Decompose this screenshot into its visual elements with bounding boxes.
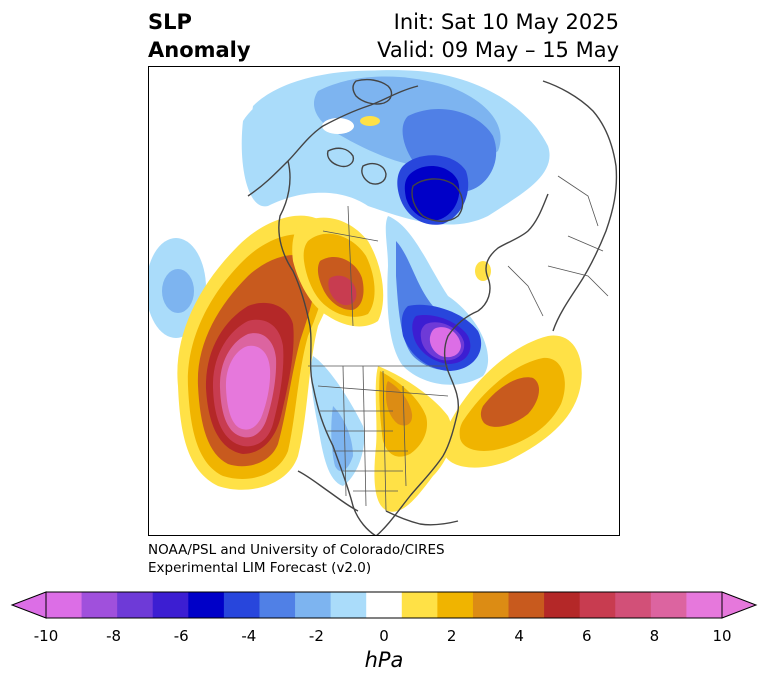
positive-anomaly-ne-pacific: [177, 215, 339, 490]
colorbar-segment: [259, 592, 296, 618]
colorbar-tick-label: -4: [241, 627, 257, 645]
colorbar-segment: [686, 592, 723, 618]
map-border: [148, 66, 620, 536]
negative-anomaly-trough: [385, 216, 489, 385]
colorbar-tick-label: 6: [582, 627, 592, 645]
negative-anomaly-arctic: [241, 70, 550, 225]
colorbar: [10, 591, 758, 619]
map-title: SLP Anomaly: [148, 8, 251, 64]
colorbar-tick-label: 0: [379, 627, 389, 645]
colorbar-segment: [366, 592, 403, 618]
colorbar-outline: [45, 591, 723, 619]
colorbar-segment: [544, 592, 581, 618]
positive-anomaly-atlantic: [442, 335, 582, 468]
init-date-label: Init: Sat 10 May 2025: [393, 10, 619, 34]
colorbar-extend-min: [10, 591, 47, 619]
colorbar-tick-label: -10: [33, 627, 59, 645]
credit-text: NOAA/PSL and University of Colorado/CIRE…: [148, 541, 445, 577]
colorbar-segment: [295, 592, 332, 618]
colorbar-tick-label: -6: [173, 627, 189, 645]
colorbar-segment: [615, 592, 652, 618]
colorbar-segment: [117, 592, 154, 618]
colorbar-tick-label: 2: [446, 627, 457, 645]
colorbar-segment: [508, 592, 545, 618]
colorbar-tick-label: 8: [649, 627, 660, 645]
political-borders: [308, 175, 609, 512]
title-line-2: Anomaly: [148, 38, 251, 62]
colorbar-segment: [579, 592, 616, 618]
anomaly-map: [148, 66, 620, 536]
coastlines: [247, 78, 618, 536]
colorbar-tick-label: 4: [514, 627, 524, 645]
title-line-1: SLP: [148, 10, 192, 34]
valid-date-label: Valid: 09 May – 15 May: [377, 38, 619, 62]
colorbar-segment: [188, 592, 225, 618]
credit-line-2: Experimental LIM Forecast (v2.0): [148, 560, 372, 576]
colorbar-segment: [650, 592, 687, 618]
colorbar-segment: [81, 592, 118, 618]
positive-anomaly-canada: [292, 217, 384, 327]
colorbar-tick-label: -8: [106, 627, 122, 645]
colorbar-extend-max: [721, 591, 758, 619]
colorbar-segment: [401, 592, 438, 618]
colorbar-tick-label: 10: [712, 627, 732, 645]
colorbar-tick-label: -2: [308, 627, 324, 645]
colorbar-segment: [472, 592, 510, 618]
forecast-dates: Init: Sat 10 May 2025 Valid: 09 May – 15…: [377, 8, 619, 64]
colorbar-segment: [330, 592, 367, 618]
colorbar-segment: [223, 592, 260, 618]
colorbar-unit-label: hPa: [364, 648, 404, 672]
positive-anomaly-east-us: [374, 366, 453, 512]
colorbar-segment: [46, 592, 83, 618]
colorbar-segment: [152, 592, 189, 618]
credit-line-1: NOAA/PSL and University of Colorado/CIRE…: [148, 542, 445, 558]
colorbar-segment: [437, 592, 474, 618]
